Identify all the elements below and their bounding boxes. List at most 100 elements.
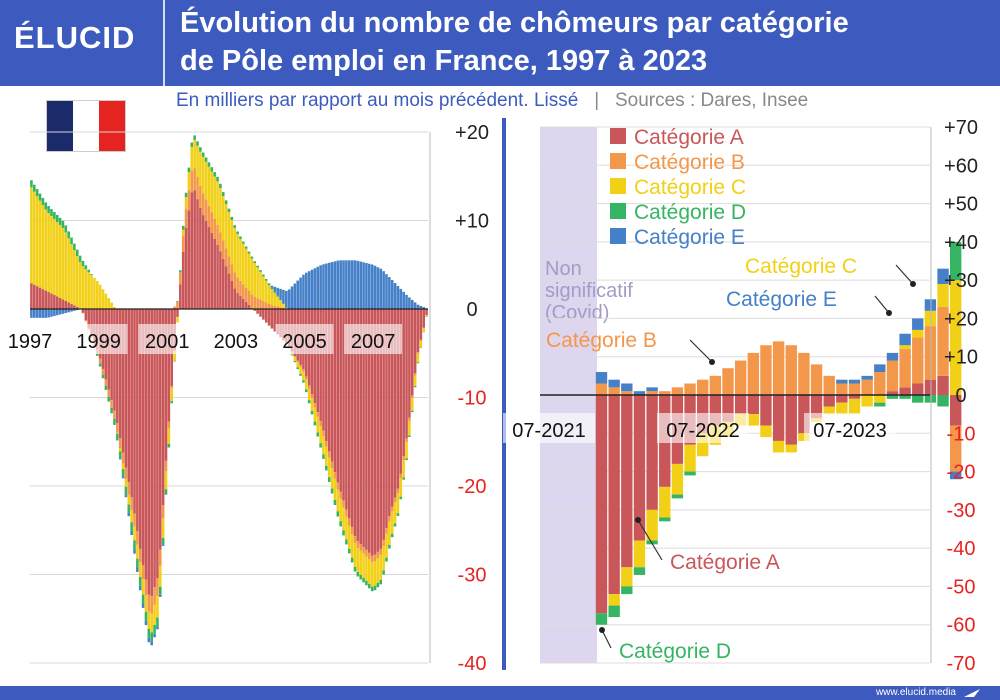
left-bar-D bbox=[153, 624, 156, 634]
left-bar-C bbox=[107, 298, 111, 309]
right-bar-A bbox=[886, 391, 899, 395]
left-bar-C bbox=[219, 188, 222, 233]
left-bar-C bbox=[419, 341, 423, 348]
left-bar-E bbox=[284, 290, 288, 308]
left-bar-B bbox=[342, 500, 345, 508]
left-bar-B bbox=[276, 306, 279, 309]
left-bar-D bbox=[259, 270, 262, 272]
left-bar-D bbox=[47, 206, 50, 214]
left-bar-B bbox=[293, 356, 297, 358]
left-bar-B bbox=[236, 277, 239, 294]
left-bar-E bbox=[396, 285, 400, 309]
annotation-categorie-e-dot bbox=[886, 310, 892, 316]
right-bar-B bbox=[684, 383, 696, 395]
left-bar-A bbox=[47, 292, 50, 309]
left-bar-D bbox=[290, 354, 294, 356]
left-bar-A bbox=[316, 309, 320, 413]
left-bar-A bbox=[87, 309, 90, 328]
right-bar-C bbox=[937, 283, 949, 307]
annotation-categorie-c: Catégorie C bbox=[745, 255, 857, 278]
left-bar-E bbox=[127, 512, 131, 517]
left-bar-D bbox=[325, 465, 328, 471]
left-bar-A bbox=[38, 287, 42, 309]
left-bar-B bbox=[141, 565, 145, 580]
left-bar-C bbox=[345, 516, 348, 540]
right-y-tick-label: -30 bbox=[947, 500, 976, 522]
right-bar-D bbox=[912, 395, 924, 403]
left-x-tick-label: 2003 bbox=[214, 331, 259, 353]
right-bar-A bbox=[709, 395, 722, 426]
left-bar-B bbox=[253, 296, 257, 309]
left-bar-B bbox=[136, 531, 139, 545]
left-bar-B bbox=[199, 185, 202, 208]
right-bar-A bbox=[760, 395, 772, 426]
left-bar-C bbox=[118, 447, 122, 452]
annotation-categorie-a-dot bbox=[635, 517, 641, 523]
left-bar-D bbox=[133, 540, 136, 550]
left-bar-A bbox=[216, 244, 219, 309]
left-bar-D bbox=[118, 451, 122, 459]
left-bar-A bbox=[221, 258, 225, 309]
legend-label: Catégorie A bbox=[634, 126, 744, 149]
left-bar-E bbox=[410, 299, 414, 309]
left-bar-B bbox=[84, 320, 88, 322]
left-bar-C bbox=[347, 525, 351, 549]
annotation-categorie-c-leader bbox=[895, 264, 914, 285]
left-bar-D bbox=[221, 192, 225, 197]
right-bar-E bbox=[912, 318, 924, 330]
left-bar-B bbox=[164, 460, 168, 471]
left-bar-D bbox=[141, 594, 145, 604]
left-bar-B bbox=[116, 423, 119, 433]
left-bar-E bbox=[393, 282, 397, 309]
left-bar-B bbox=[299, 364, 302, 367]
left-bar-B bbox=[144, 579, 148, 596]
left-bar-E bbox=[339, 260, 342, 309]
left-bar-D bbox=[61, 220, 65, 228]
left-bar-C bbox=[173, 350, 176, 361]
right-y-tick-label: -50 bbox=[947, 576, 976, 598]
left-bar-E bbox=[121, 476, 125, 479]
left-bar-D bbox=[116, 433, 119, 441]
left-bar-A bbox=[144, 309, 148, 580]
left-bar-A bbox=[181, 251, 185, 309]
left-bar-B bbox=[325, 441, 328, 447]
left-bar-B bbox=[156, 578, 159, 597]
left-bar-B bbox=[147, 594, 151, 612]
right-bar-C bbox=[912, 329, 924, 338]
right-bar-B bbox=[810, 364, 823, 395]
left-bar-B bbox=[365, 549, 368, 557]
left-bar-A bbox=[33, 284, 36, 309]
left-bar-D bbox=[150, 632, 153, 642]
left-bar-C bbox=[307, 388, 311, 401]
left-bar-A bbox=[138, 309, 142, 549]
left-bar-C bbox=[273, 292, 277, 306]
left-bar-E bbox=[270, 285, 274, 288]
left-bar-D bbox=[390, 533, 394, 538]
left-bar-D bbox=[419, 347, 423, 348]
left-bar-C bbox=[113, 306, 116, 309]
left-bar-E bbox=[327, 262, 331, 309]
left-bar-C bbox=[259, 271, 262, 300]
left-bar-E bbox=[147, 637, 151, 643]
left-bar-A bbox=[153, 309, 156, 588]
left-bar-B bbox=[247, 291, 251, 305]
covid-note-line: (Covid) bbox=[545, 302, 609, 324]
left-bar-C bbox=[327, 457, 331, 478]
left-bar-E bbox=[345, 260, 348, 309]
left-bar-E bbox=[55, 309, 59, 316]
right-bar-D bbox=[659, 517, 671, 522]
left-bar-A bbox=[362, 309, 365, 547]
left-bar-E bbox=[133, 549, 136, 554]
left-bar-D bbox=[402, 477, 405, 480]
left-bar-C bbox=[96, 281, 99, 309]
right-bar-E bbox=[950, 471, 962, 480]
left-bar-A bbox=[276, 309, 279, 335]
right-bar-B bbox=[722, 368, 734, 395]
left-bar-B bbox=[161, 505, 165, 519]
left-bar-D bbox=[396, 513, 400, 516]
left-bar-E bbox=[158, 594, 162, 597]
left-bar-C bbox=[87, 272, 90, 309]
left-bar-E bbox=[402, 291, 405, 309]
left-bar-D bbox=[345, 539, 348, 545]
